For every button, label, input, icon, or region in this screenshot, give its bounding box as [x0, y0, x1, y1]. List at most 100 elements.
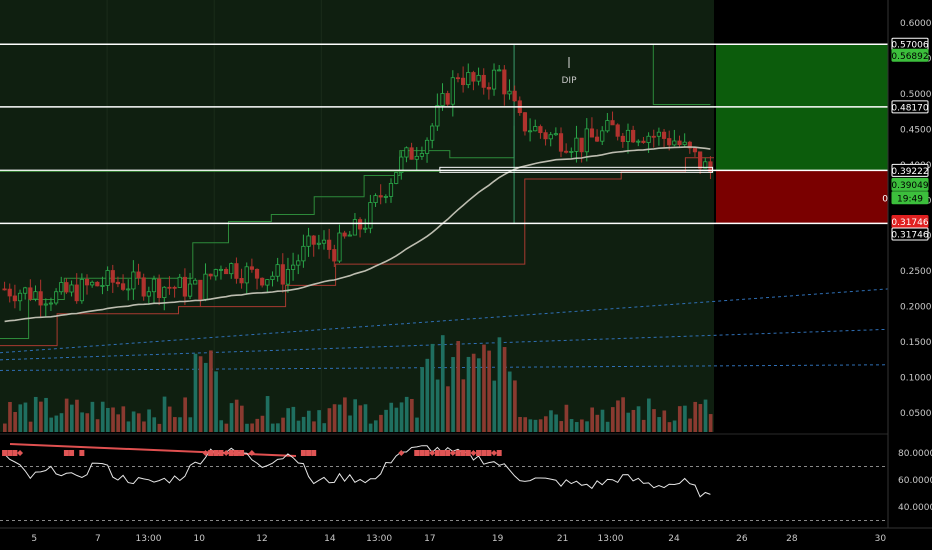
volume-bar	[389, 402, 394, 432]
candle-body	[512, 90, 517, 102]
volume-bar	[188, 417, 193, 432]
oscillator-diamond-marker	[248, 450, 255, 456]
candle-body	[290, 264, 296, 270]
risk-reward-zones[interactable]	[716, 44, 888, 224]
time-tick-label: 28	[786, 534, 798, 544]
oscillator-diamond-marker	[17, 450, 24, 456]
volume-bar	[209, 350, 213, 432]
oscillator-square-marker	[455, 450, 461, 456]
volume-bar	[373, 420, 378, 432]
candle-body	[208, 273, 213, 277]
oscillator-square-marker	[228, 450, 234, 456]
volume-bar	[131, 411, 136, 432]
time-axis[interactable]: 5 7 13:00 10 12 14 13:00 17 19 21 13:00 24 26 28 30	[31, 534, 886, 544]
candle-body	[105, 270, 110, 286]
volume-bar	[343, 397, 347, 432]
candle-body	[378, 195, 383, 198]
candle-body	[373, 195, 378, 203]
price-plot-area	[0, 0, 714, 432]
oscillator-square-marker	[434, 450, 440, 456]
volume-bar	[574, 422, 579, 432]
volume-bar	[121, 406, 126, 432]
oscillator-square-marker	[419, 450, 425, 456]
volume-bar	[363, 404, 368, 432]
volume-bar	[306, 410, 311, 432]
volume-bar	[415, 417, 419, 432]
candle-body	[502, 69, 507, 95]
volume-bar	[502, 347, 507, 432]
volume-bar	[657, 417, 661, 432]
volume-bar	[466, 356, 471, 432]
candle-body	[419, 153, 425, 157]
time-tick-label: 19	[492, 534, 504, 544]
candle-body	[115, 281, 121, 285]
volume-bar	[610, 407, 615, 432]
candle-body	[471, 72, 476, 82]
candle-body	[538, 126, 543, 134]
volume-bar	[368, 423, 373, 432]
oscillator-diamond-marker	[202, 450, 209, 456]
volume-bar	[147, 409, 151, 432]
volume-bar	[322, 423, 327, 432]
candle-body	[53, 291, 59, 304]
volume-bar	[394, 407, 399, 432]
volume-bar	[203, 362, 208, 432]
oscillator-square-marker	[208, 450, 214, 456]
volume-bar	[605, 421, 610, 432]
time-tick-label: 26	[736, 534, 748, 544]
candle-body	[172, 286, 177, 289]
volume-bar	[167, 406, 172, 432]
candle-body	[507, 90, 512, 95]
volume-bar	[528, 419, 533, 432]
volume-bar	[116, 414, 120, 432]
candle-body	[703, 161, 708, 169]
volume-bar	[616, 400, 620, 432]
volume-bar	[487, 350, 491, 432]
candle-body	[687, 141, 692, 149]
candle-body	[311, 235, 316, 245]
volume-bar	[523, 417, 528, 432]
volume-bar	[28, 421, 33, 432]
oscillator-axis[interactable]: 80.0000 60.0000 40.0000	[898, 449, 932, 513]
candle-body	[280, 264, 285, 285]
candle-body	[543, 132, 548, 140]
candle-body	[321, 239, 327, 244]
horizontal-levels[interactable]	[0, 43, 888, 225]
volume-bar	[95, 419, 100, 432]
candle-body	[17, 292, 23, 302]
volume-bar	[626, 412, 631, 432]
candle-body	[167, 286, 172, 289]
candle-body	[7, 288, 12, 297]
candle-body	[224, 268, 229, 275]
price-badge-label: 0.31746	[891, 230, 928, 240]
volume-bar	[90, 401, 95, 432]
volume-bar	[636, 406, 641, 432]
candle-body	[285, 269, 291, 285]
candle-body	[110, 270, 115, 283]
volume-bars	[3, 335, 713, 432]
volume-bar	[18, 404, 23, 432]
candle-body	[357, 219, 363, 230]
price-badge-label: 0.57006	[891, 41, 928, 51]
candle-body	[316, 242, 321, 245]
candle-body	[584, 128, 589, 153]
candle-body	[275, 264, 280, 277]
candle-body	[254, 268, 260, 279]
volume-bar	[198, 356, 203, 432]
oscillator-square-marker	[12, 450, 18, 456]
time-tick-label: 13:00	[598, 534, 624, 544]
candle-body	[646, 135, 651, 143]
candle-body	[363, 227, 368, 230]
volume-bar	[461, 379, 466, 432]
volume-bar	[265, 396, 270, 432]
candle-body	[394, 172, 399, 184]
candle-body	[347, 234, 352, 237]
candle-body	[146, 291, 151, 297]
candle-body	[461, 77, 466, 86]
volume-bar	[549, 410, 553, 432]
volume-bar	[281, 417, 285, 432]
price-badge	[891, 48, 929, 62]
volume-bar	[44, 397, 48, 432]
